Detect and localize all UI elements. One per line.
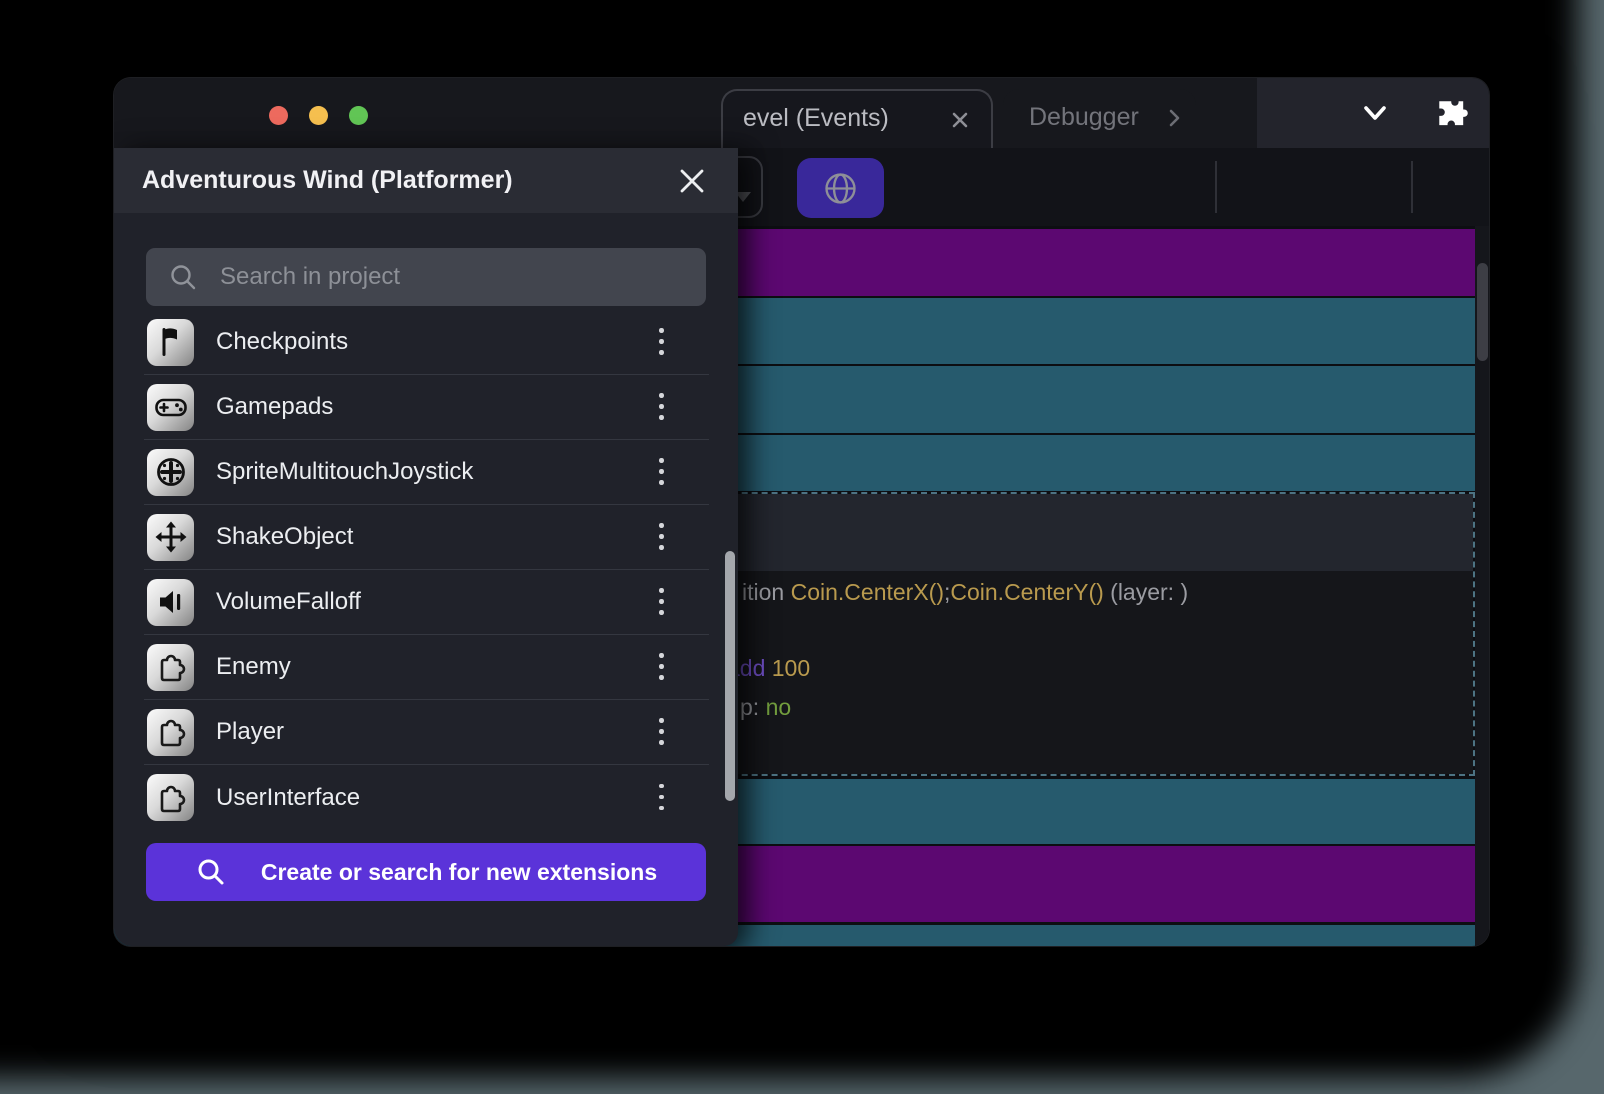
list-item-label: VolumeFalloff	[216, 588, 361, 615]
item-menu-kebab-icon[interactable]	[656, 390, 666, 424]
search-icon	[198, 859, 224, 885]
puzzle-icon	[147, 643, 194, 691]
window-controls-section	[1257, 78, 1489, 148]
events-scrollbar-thumb[interactable]	[1477, 263, 1488, 361]
traffic-light-minimize-button[interactable]	[309, 106, 328, 125]
puzzle-icon	[147, 774, 194, 821]
item-menu-kebab-icon[interactable]	[656, 520, 666, 554]
gamepad-icon	[147, 383, 194, 431]
globe-button[interactable]	[797, 158, 884, 218]
dialog-title: Adventurous Wind (Platformer)	[142, 166, 513, 194]
extensions-list: Checkpoints Gamepads	[144, 310, 709, 830]
toolbar-divider	[1411, 161, 1413, 213]
events-scrollbar-track[interactable]	[1475, 226, 1489, 946]
list-item-checkpoints[interactable]: Checkpoints	[144, 310, 709, 375]
list-item-enemy[interactable]: Enemy	[144, 635, 709, 700]
toolbar-divider	[1215, 161, 1217, 213]
list-item-label: UserInterface	[216, 783, 361, 811]
list-item-userinterface[interactable]: UserInterface	[144, 765, 709, 830]
item-menu-kebab-icon[interactable]	[656, 455, 666, 489]
move-arrows-icon	[147, 513, 194, 561]
list-item-volumefalloff[interactable]: VolumeFalloff	[144, 570, 709, 635]
joystick-icon	[147, 448, 194, 496]
project-search-field[interactable]	[146, 248, 706, 306]
traffic-light-zoom-button[interactable]	[349, 106, 368, 125]
list-item-spritemultitouchjoystick[interactable]: SpriteMultitouchJoystick	[144, 440, 709, 505]
tab-label: evel (Events)	[743, 104, 889, 132]
list-item-shakeobject[interactable]: ShakeObject	[144, 505, 709, 570]
tab-debugger[interactable]: Debugger	[1003, 89, 1196, 148]
list-item-label: SpriteMultitouchJoystick	[216, 458, 474, 485]
create-or-search-extensions-button[interactable]: Create or search for new extensions	[146, 843, 706, 901]
item-menu-kebab-icon[interactable]	[656, 715, 666, 749]
dropdown-arrow-icon	[735, 192, 751, 202]
traffic-light-close-button[interactable]	[269, 106, 288, 125]
list-item-gamepads[interactable]: Gamepads	[144, 375, 709, 440]
close-dialog-icon[interactable]	[676, 165, 708, 197]
action-text-loop: p: no	[740, 694, 792, 720]
tab-label: Debugger	[1029, 103, 1139, 131]
list-item-label: ShakeObject	[216, 523, 354, 550]
item-menu-kebab-icon[interactable]	[656, 585, 666, 619]
list-item-label: Player	[216, 718, 285, 745]
chevron-right-icon[interactable]	[1162, 106, 1186, 130]
list-item-label: Checkpoints	[216, 328, 349, 355]
tab-bar: evel (Events) Debugger	[114, 78, 1489, 148]
dialog-header: Adventurous Wind (Platformer)	[114, 148, 738, 213]
search-icon	[171, 265, 196, 290]
list-item-label: Gamepads	[216, 393, 334, 420]
cta-label: Create or search for new extensions	[260, 858, 658, 885]
puzzle-icon	[147, 708, 194, 756]
item-menu-kebab-icon[interactable]	[656, 325, 666, 359]
item-menu-kebab-icon[interactable]	[656, 781, 666, 815]
extensions-dialog: Adventurous Wind (Platformer)	[114, 148, 738, 946]
list-item-player[interactable]: Player	[144, 700, 709, 765]
search-input[interactable]	[220, 248, 690, 306]
close-tab-icon[interactable]	[947, 107, 973, 133]
speaker-icon	[147, 578, 194, 626]
list-item-label: Enemy	[216, 653, 291, 680]
tab-level-events[interactable]: evel (Events)	[721, 89, 993, 148]
extensions-puzzle-icon[interactable]	[1429, 91, 1473, 135]
action-text-position: ition Coin.CenterX();Coin.CenterY() (lay…	[742, 579, 1189, 605]
item-menu-kebab-icon[interactable]	[656, 650, 666, 684]
dialog-scrollbar-thumb[interactable]	[725, 551, 735, 801]
action-text-add-score: add 100	[727, 655, 811, 681]
flag-icon	[147, 318, 194, 366]
globe-icon	[825, 173, 856, 204]
collapse-chevron-down-icon[interactable]	[1353, 91, 1397, 135]
app-window: evel (Events) Debugger	[113, 77, 1490, 947]
